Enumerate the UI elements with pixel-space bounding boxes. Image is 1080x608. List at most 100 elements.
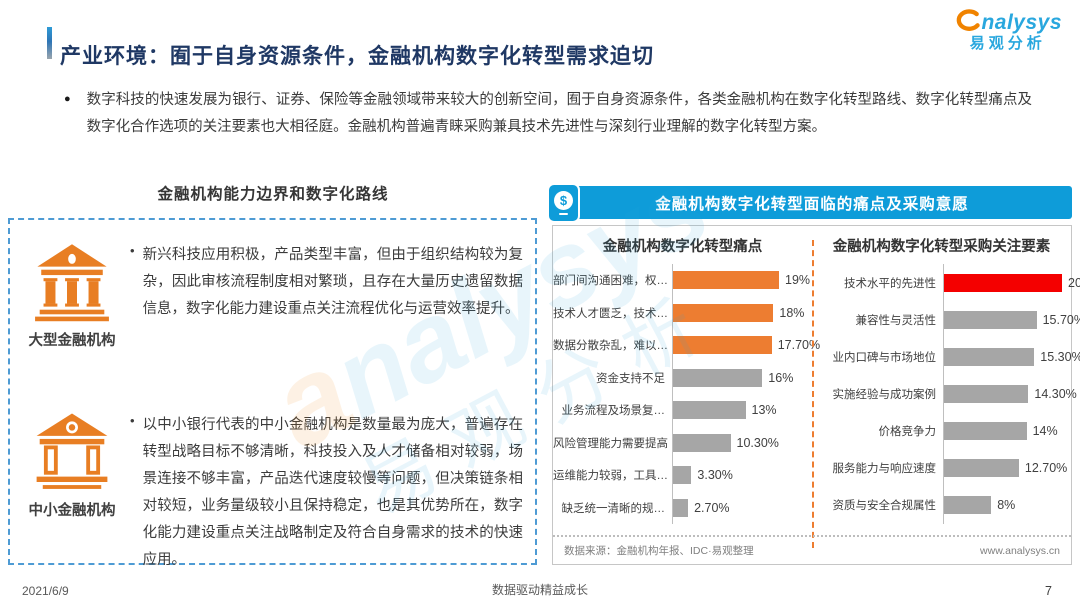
- bar-row: 服务能力与响应速度 12.70%: [812, 449, 1071, 487]
- small-institution-label: 中小金融机构: [28, 503, 116, 519]
- bar-area: 12.70%: [943, 449, 1071, 487]
- page-title: 产业环境：囿于自身资源条件，金融机构数字化转型需求迫切: [60, 45, 654, 69]
- bar-value-label: 12.70%: [1024, 461, 1068, 476]
- bar-row: 技术人才匮乏，技术… 18%: [553, 296, 812, 329]
- purchase-factors-chart: 技术水平的先进性 20% 兼容性与灵活性 15.70% 业内口碑与市场地位 15.30% 实…: [812, 264, 1080, 524]
- chart-footer: 数据来源：金融机构年报、IDC·易观整理 www.analysys.cn: [553, 535, 1071, 564]
- bar-category-label: 运维能力较弱，工具…: [553, 470, 668, 483]
- bar-area: 3.30%: [672, 459, 812, 492]
- bar-row: 缺乏统一清晰的规… 2.70%: [553, 491, 812, 524]
- bar: [673, 466, 692, 485]
- bar-row: 数据分散杂乱，难以… 17.70%: [553, 329, 820, 362]
- bar-value-label: 3.30%: [697, 468, 733, 483]
- bar-area: 17.70%: [672, 329, 820, 362]
- bar-row: 资金支持不足 16%: [553, 361, 812, 394]
- small-institution-block: 中小金融机构 • 以中小银行代表的中小金融机构是数量最为庞大，普遍存在转型战略目…: [10, 412, 535, 574]
- bar: [944, 273, 1062, 292]
- charts-panel: 金融机构数字化转型痛点 金融机构数字化转型采购关注要素 部门间沟通困难，权… 19…: [552, 225, 1080, 565]
- bar-value-label: 14.30%: [1034, 386, 1077, 401]
- bar-category-label: 缺乏统一清晰的规…: [561, 502, 666, 515]
- bar-row: 资质与安全合规属性 8%: [812, 486, 1071, 524]
- bar-value-label: 15.70%: [1042, 312, 1080, 327]
- bar-area: 19%: [672, 264, 812, 297]
- bar-category-label: 服务能力与响应速度: [832, 463, 937, 476]
- footer-date: 2021/6/9: [22, 584, 69, 598]
- bar: [673, 368, 763, 387]
- bar: [673, 433, 731, 452]
- bar-row: 部门间沟通困难，权… 19%: [553, 264, 812, 297]
- title-accent-bar: [47, 27, 52, 59]
- bar: [673, 498, 689, 517]
- bar-area: 14%: [943, 412, 1071, 450]
- bar: [944, 384, 1029, 403]
- bar-area: 14.30%: [943, 375, 1077, 413]
- bar-row: 价格竞争力 14%: [812, 412, 1071, 450]
- bar-category-label: 风险管理能力需要提高: [553, 437, 668, 450]
- bar-category-label: 部门间沟通困难，权…: [553, 275, 668, 288]
- bar-value-label: 14%: [1032, 424, 1058, 439]
- bar-area: 8%: [943, 486, 1071, 524]
- bar-value-label: 19%: [785, 273, 811, 288]
- bar: [673, 303, 774, 322]
- bar-value-label: 18%: [779, 305, 805, 320]
- website-link[interactable]: www.analysys.cn: [980, 544, 1060, 557]
- bar: [673, 336, 772, 355]
- bullet-icon: ●: [64, 93, 71, 105]
- bar-value-label: 16%: [768, 370, 794, 385]
- bar: [673, 271, 779, 290]
- intro-text: 数字科技的快速发展为银行、证券、保险等金融领域带来较大的创新空间，囿于自身资源条…: [86, 92, 1032, 135]
- bar-row: 风险管理能力需要提高 10.30%: [553, 426, 812, 459]
- bar-category-label: 数据分散杂乱，难以…: [553, 340, 668, 353]
- purchase-factors-chart-title: 金融机构数字化转型采购关注要素: [832, 239, 1051, 255]
- bar-category-label: 业内口碑与市场地位: [832, 351, 937, 364]
- bank-small-icon: [36, 413, 108, 489]
- bar: [944, 496, 992, 515]
- right-panel-banner-title: 金融机构数字化转型面临的痛点及采购意愿: [655, 195, 969, 213]
- bar-category-label: 兼容性与灵活性: [855, 314, 937, 327]
- pain-points-chart-title: 金融机构数字化转型痛点: [602, 239, 763, 255]
- bullet-icon: •: [130, 413, 135, 428]
- bar-row: 技术水平的先进性 20%: [812, 264, 1080, 302]
- bar-value-label: 20%: [1068, 275, 1080, 290]
- bar: [673, 401, 746, 420]
- bar-category-label: 价格竞争力: [878, 426, 937, 439]
- page-number: 7: [1045, 584, 1052, 598]
- bar-category-label: 技术人才匮乏，技术…: [553, 307, 668, 320]
- bar-category-label: 业务流程及场景复…: [561, 405, 666, 418]
- bar-area: 13%: [672, 394, 812, 427]
- bar-area: 18%: [672, 296, 812, 329]
- bar-category-label: 资金支持不足: [596, 372, 665, 385]
- logo-a-swirl-icon: [957, 9, 981, 31]
- bar-category-label: 资质与安全合规属性: [832, 500, 937, 513]
- logo-brand-en: nalysys: [981, 10, 1062, 34]
- bar-value-label: 2.70%: [694, 500, 730, 515]
- bar: [944, 459, 1019, 478]
- bar-category-label: 实施经验与成功案例: [832, 388, 937, 401]
- bar-row: 运维能力较弱，工具… 3.30%: [553, 459, 812, 492]
- bar: [944, 310, 1037, 329]
- money-icon: $: [547, 183, 580, 223]
- bar-row: 业内口碑与市场地位 15.30%: [812, 338, 1080, 376]
- bar-row: 业务流程及场景复… 13%: [553, 394, 812, 427]
- right-panel-banner: 金融机构数字化转型面临的痛点及采购意愿: [552, 186, 1072, 219]
- bullet-icon: •: [130, 243, 135, 258]
- small-institution-text: 以中小银行代表的中小金融机构是数量最为庞大，普遍存在转型战略目标不够清晰，科技投…: [142, 417, 523, 568]
- bar-value-label: 17.70%: [777, 338, 821, 353]
- left-panel-title: 金融机构能力边界和数字化路线: [157, 186, 389, 203]
- bar-area: 15.70%: [943, 301, 1080, 339]
- bar-category-label: 技术水平的先进性: [844, 277, 936, 290]
- analysys-logo: nalysys 易观分析: [953, 8, 1062, 53]
- bar-area: 15.30%: [943, 338, 1080, 376]
- footer-slogan: 数据驱动精益成长: [491, 583, 588, 597]
- bar: [944, 422, 1027, 441]
- bar-area: 16%: [672, 361, 812, 394]
- data-source-note: 数据来源：金融机构年报、IDC·易观整理: [564, 545, 754, 557]
- bar-row: 实施经验与成功案例 14.30%: [812, 375, 1077, 413]
- pain-points-chart: 部门间沟通困难，权… 19% 技术人才匮乏，技术… 18% 数据分散杂乱，难以… 17.7…: [553, 264, 820, 524]
- large-institution-block: 大型金融机构 • 新兴科技应用积极，产品类型丰富，但由于组织结构较为复杂，因此审…: [10, 242, 535, 350]
- bar-area: 2.70%: [672, 491, 812, 524]
- capability-panel: 大型金融机构 • 新兴科技应用积极，产品类型丰富，但由于组织结构较为复杂，因此审…: [8, 218, 537, 568]
- intro-paragraph: ● 数字科技的快速发展为银行、证券、保险等金融领域带来较大的创新空间，囿于自身资…: [64, 87, 1032, 140]
- bank-large-icon: [35, 244, 109, 322]
